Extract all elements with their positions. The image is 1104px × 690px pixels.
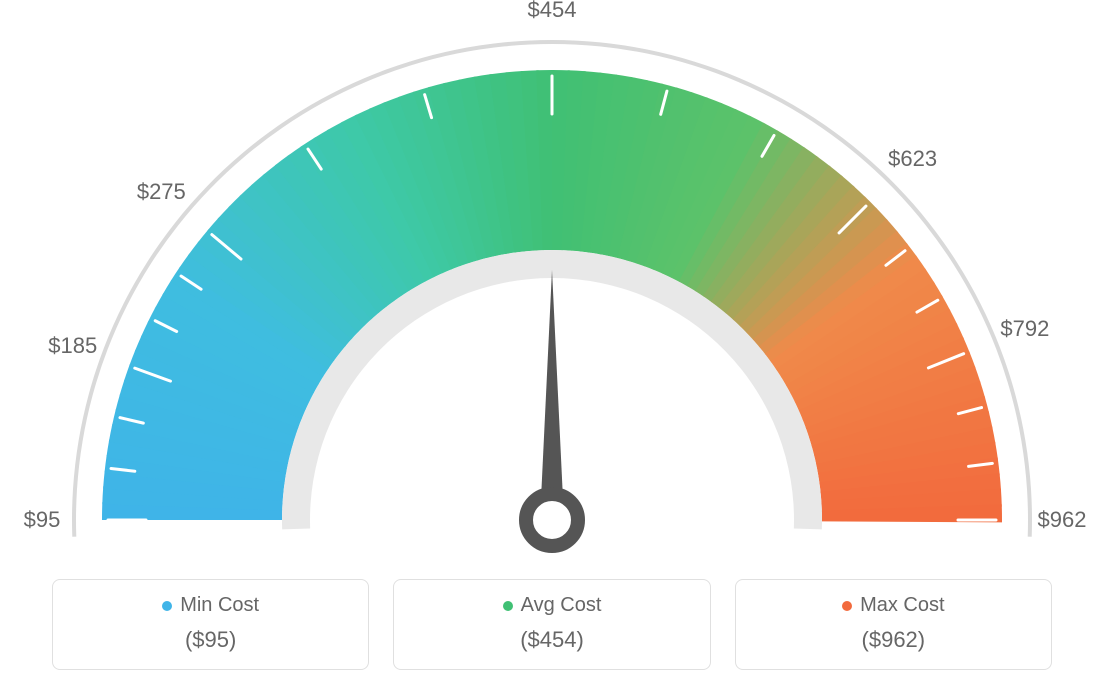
gauge-tick-label: $95 [24, 507, 61, 533]
gauge-svg [0, 0, 1104, 560]
legend-title-max: Max Cost [746, 594, 1041, 617]
dot-avg [503, 601, 513, 611]
gauge-chart-container: $95 $185 $275 $454 $623 $792 $962 Min Cost ($9… [0, 0, 1104, 690]
dot-min [162, 601, 172, 611]
legend-label-avg: Avg Cost [521, 594, 602, 617]
legend-value-avg: ($454) [404, 627, 699, 653]
legend-row: Min Cost ($95) Avg Cost ($454) Max Cost … [0, 579, 1104, 670]
legend-card-min: Min Cost ($95) [52, 579, 369, 670]
legend-card-avg: Avg Cost ($454) [393, 579, 710, 670]
legend-label-min: Min Cost [180, 594, 259, 617]
legend-title-min: Min Cost [63, 594, 358, 617]
gauge-tick-label: $623 [888, 146, 937, 172]
legend-title-avg: Avg Cost [404, 594, 699, 617]
legend-value-min: ($95) [63, 627, 358, 653]
gauge-area: $95 $185 $275 $454 $623 $792 $962 [0, 0, 1104, 560]
gauge-tick-label: $962 [1038, 507, 1087, 533]
gauge-tick-label: $792 [1000, 316, 1049, 342]
gauge-tick-label: $275 [137, 179, 186, 205]
dot-max [842, 601, 852, 611]
legend-card-max: Max Cost ($962) [735, 579, 1052, 670]
legend-value-max: ($962) [746, 627, 1041, 653]
gauge-tick-label: $454 [528, 0, 577, 23]
legend-label-max: Max Cost [860, 594, 944, 617]
gauge-tick-label: $185 [48, 333, 97, 359]
